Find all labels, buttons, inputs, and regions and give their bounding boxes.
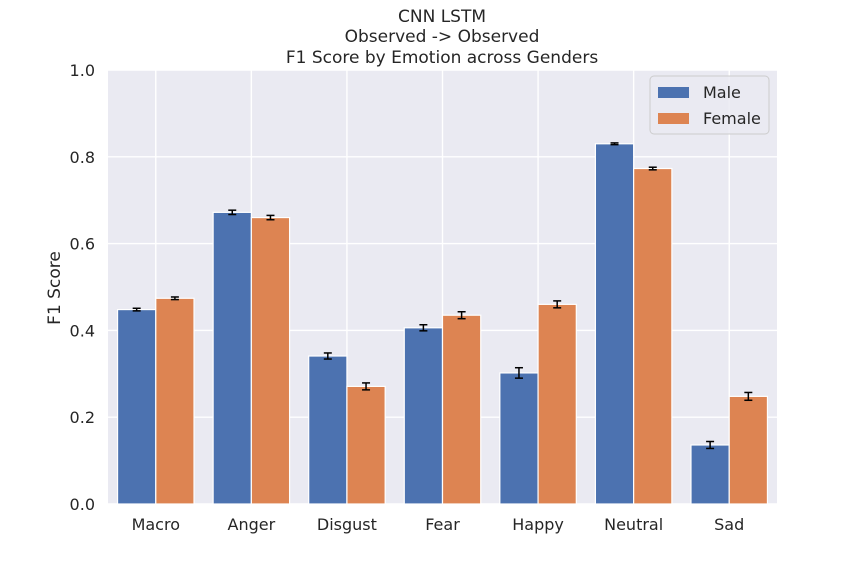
x-tick-label: Sad <box>714 515 744 534</box>
y-tick-label: 0.2 <box>70 408 95 427</box>
x-tick-label: Disgust <box>317 515 377 534</box>
y-axis-label: F1 Score <box>45 251 65 325</box>
bar-female-macro <box>155 297 195 505</box>
bar-male-happy <box>499 372 539 505</box>
bar-female-anger <box>250 216 291 505</box>
bar-female-neutral <box>633 167 673 505</box>
chart-title-line-3: F1 Score by Emotion across Genders <box>286 48 598 68</box>
y-tick-label: 0.0 <box>70 495 95 514</box>
legend-label-female: Female <box>703 109 761 128</box>
error-bars <box>132 142 753 450</box>
bar-male-disgust <box>308 355 348 505</box>
bar-female-happy <box>537 303 577 505</box>
y-axis-ticks: 0.0 0.2 0.4 0.6 0.8 1.0 <box>70 61 95 514</box>
bar-male-sad <box>690 444 730 505</box>
bar-female-disgust <box>346 385 386 505</box>
legend-swatch-female <box>658 113 689 124</box>
x-tick-label: Neutral <box>604 515 663 534</box>
legend-label-male: Male <box>703 83 741 102</box>
x-tick-label: Fear <box>425 515 460 534</box>
chart-title: CNN LSTM Observed -> Observed F1 Score b… <box>286 7 598 68</box>
chart-title-line-1: CNN LSTM <box>398 7 486 27</box>
y-tick-label: 1.0 <box>70 61 95 80</box>
y-tick-label: 0.6 <box>70 235 95 254</box>
bar-male-anger <box>212 211 252 505</box>
bar-male-neutral <box>594 143 635 505</box>
bar-female-fear <box>441 314 482 505</box>
bar-male-fear <box>403 327 444 505</box>
x-tick-label: Macro <box>132 515 180 534</box>
x-tick-label: Happy <box>512 515 564 534</box>
chart-title-line-2: Observed -> Observed <box>345 27 540 47</box>
bar-male-macro <box>116 308 157 505</box>
y-tick-label: 0.8 <box>70 148 95 167</box>
legend-swatch-male <box>658 87 689 98</box>
legend: Male Female <box>649 75 770 135</box>
bars <box>116 143 769 505</box>
bar-female-sad <box>728 395 769 505</box>
x-axis-ticks: Macro Anger Disgust Fear Happy Neutral Sad <box>132 515 745 534</box>
y-tick-label: 0.4 <box>70 321 95 340</box>
x-tick-label: Anger <box>228 515 276 534</box>
